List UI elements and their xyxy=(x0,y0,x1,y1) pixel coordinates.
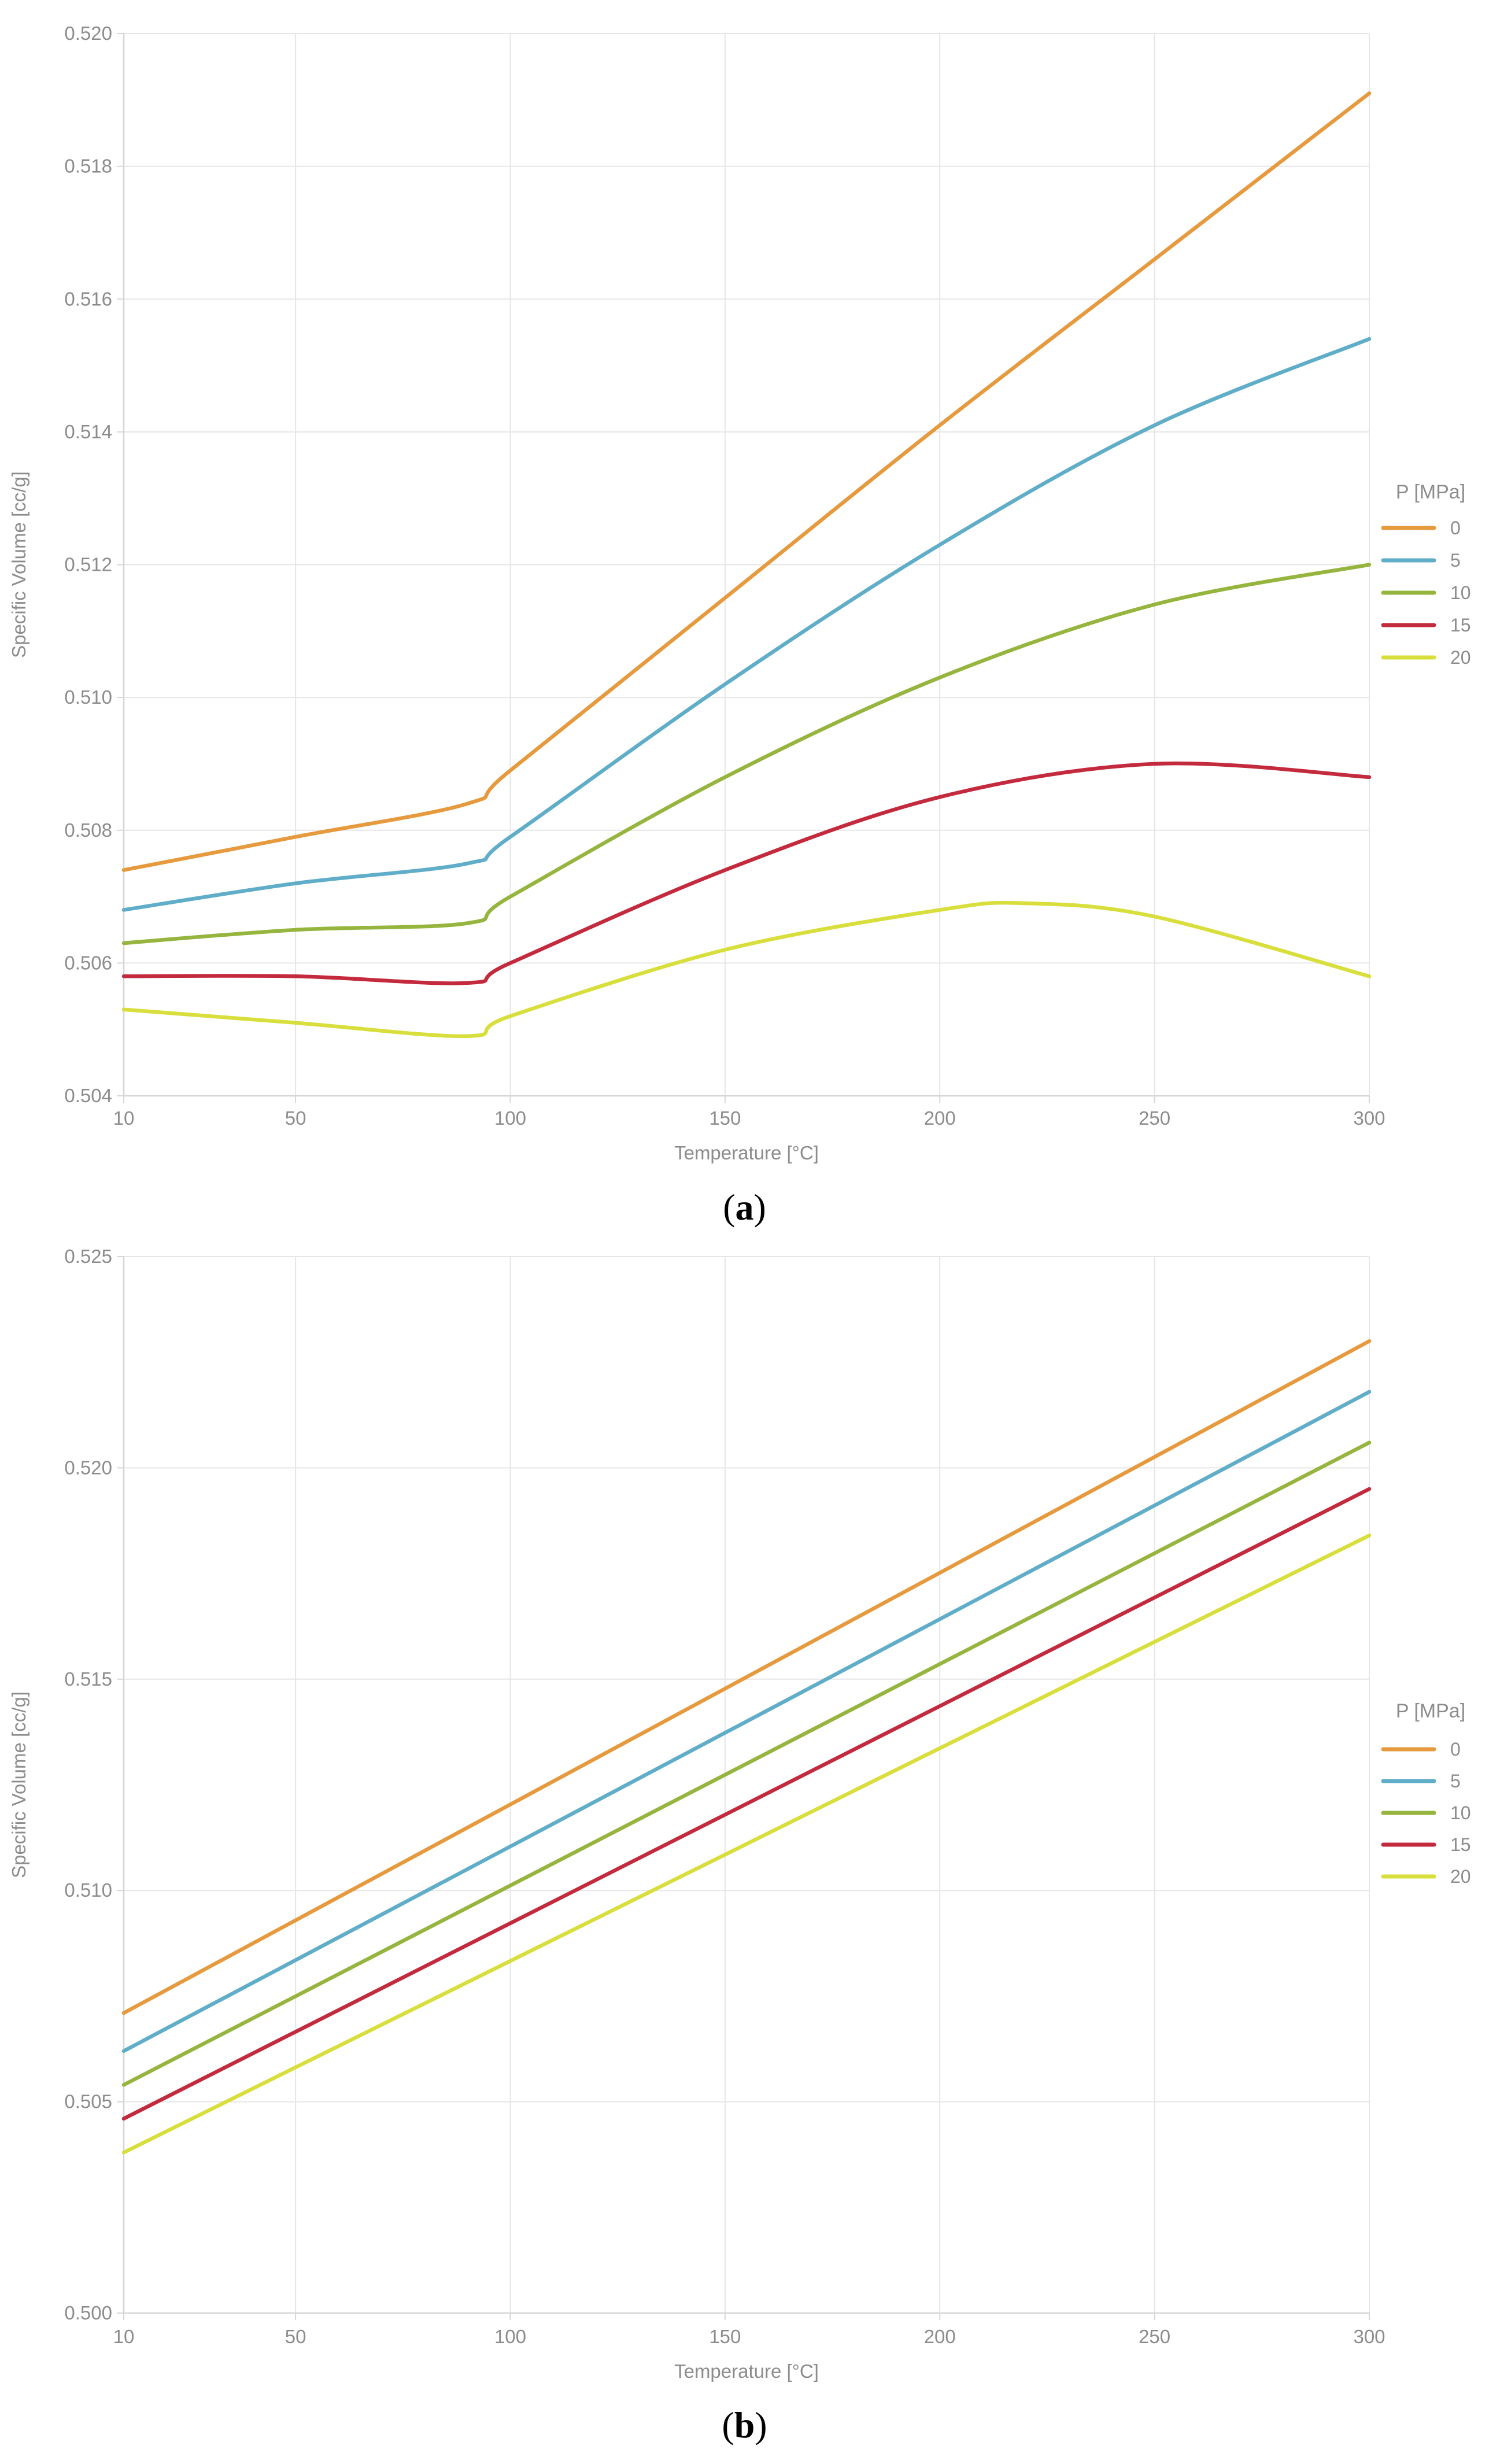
y-tick-label: 0.500 xyxy=(64,2302,112,2323)
legend-item-label: 5 xyxy=(1450,1771,1461,1791)
caption-letter: b xyxy=(734,2404,755,2445)
x-axis-title: Temperature [°C] xyxy=(674,1142,819,1163)
series-line-P20 xyxy=(121,1534,1372,2155)
x-tick-label: 50 xyxy=(285,1107,306,1129)
series-line-P5 xyxy=(121,337,1372,912)
gridlines xyxy=(123,33,1370,1096)
x-tick-label: 300 xyxy=(1353,2326,1385,2347)
legend-item-label: 5 xyxy=(1450,550,1461,571)
caption-paren-open: ( xyxy=(723,1187,736,1228)
legend-item-label: 15 xyxy=(1450,1834,1471,1855)
x-tick-label: 150 xyxy=(709,1107,741,1129)
x-tick-label: 100 xyxy=(494,2326,526,2347)
y-tick-label: 0.516 xyxy=(64,288,112,309)
series-line-P5 xyxy=(121,1390,1372,2053)
y-tick-label: 0.520 xyxy=(64,23,112,44)
series-line-P20 xyxy=(121,900,1372,1039)
y-axis-title: Specific Volume [cc/g] xyxy=(8,1691,29,1878)
x-tick-label: 200 xyxy=(924,2326,956,2347)
series-line-P10 xyxy=(121,563,1372,945)
x-tick-label: 10 xyxy=(113,1107,135,1129)
legend-item-label: 20 xyxy=(1450,647,1471,668)
x-axis-title: Temperature [°C] xyxy=(674,2360,819,2382)
panel-b-caption: (b) xyxy=(0,2404,1489,2446)
series-lines xyxy=(121,1339,1372,2155)
legend-item-label: 20 xyxy=(1450,1866,1471,1887)
legend: P [MPa] 0 5 10 15 20 xyxy=(1381,1700,1471,1887)
x-tick-label: 10 xyxy=(113,2326,135,2347)
series-line-P0 xyxy=(121,1339,1372,2015)
caption-paren-close: ) xyxy=(753,1187,766,1228)
y-tick-label: 0.508 xyxy=(64,819,112,841)
legend-item-label: 0 xyxy=(1450,1739,1461,1760)
y-tick-label: 0.514 xyxy=(64,421,112,442)
series-lines xyxy=(121,91,1372,1039)
x-tick-label: 250 xyxy=(1139,1107,1170,1129)
y-tick-label: 0.506 xyxy=(64,952,112,973)
caption-letter: a xyxy=(735,1187,754,1228)
x-tick-label: 200 xyxy=(924,1107,956,1129)
gridlines xyxy=(123,1256,1370,2314)
legend-title: P [MPa] xyxy=(1396,481,1465,503)
legend-item-label: 10 xyxy=(1450,1802,1471,1823)
axis-labels: 0.520 0.518 0.516 0.514 0.512 0.510 0.508 0.506… xyxy=(8,23,1385,1163)
y-axis-title: Specific Volume [cc/g] xyxy=(8,471,29,658)
y-tick-label: 0.510 xyxy=(64,1879,112,1901)
x-tick-label: 100 xyxy=(494,1107,526,1129)
chart-panel-a: 0.520 0.518 0.516 0.514 0.512 0.510 0.508 0.506… xyxy=(8,23,1471,1163)
caption-paren-close: ) xyxy=(755,2404,767,2445)
y-tick-label: 0.518 xyxy=(64,156,112,177)
y-tick-label: 0.512 xyxy=(64,554,112,575)
y-tick-label: 0.510 xyxy=(64,686,112,708)
axes xyxy=(117,1256,1370,2320)
axes xyxy=(117,33,1370,1103)
panel-a-caption: (a) xyxy=(0,1187,1489,1228)
legend-item-label: 0 xyxy=(1450,518,1461,538)
series-line-P0 xyxy=(121,91,1372,872)
caption-paren-open: ( xyxy=(722,2404,734,2445)
series-line-P10 xyxy=(121,1440,1372,2087)
x-tick-label: 300 xyxy=(1353,1107,1385,1129)
x-tick-label: 150 xyxy=(709,2326,741,2347)
y-tick-label: 0.515 xyxy=(64,1668,112,1690)
x-tick-label: 50 xyxy=(285,2326,306,2347)
y-tick-label: 0.504 xyxy=(64,1085,112,1106)
legend-title: P [MPa] xyxy=(1396,1700,1465,1722)
series-line-P15 xyxy=(121,1487,1372,2121)
y-tick-label: 0.525 xyxy=(64,1246,112,1267)
y-tick-label: 0.505 xyxy=(64,2091,112,2112)
x-tick-label: 250 xyxy=(1139,2326,1170,2347)
y-tick-label: 0.520 xyxy=(64,1457,112,1478)
legend-item-label: 15 xyxy=(1450,615,1471,636)
legend: P [MPa] 0 5 10 15 20 xyxy=(1381,481,1471,668)
series-line-P15 xyxy=(121,761,1372,985)
legend-item-label: 10 xyxy=(1450,582,1471,603)
